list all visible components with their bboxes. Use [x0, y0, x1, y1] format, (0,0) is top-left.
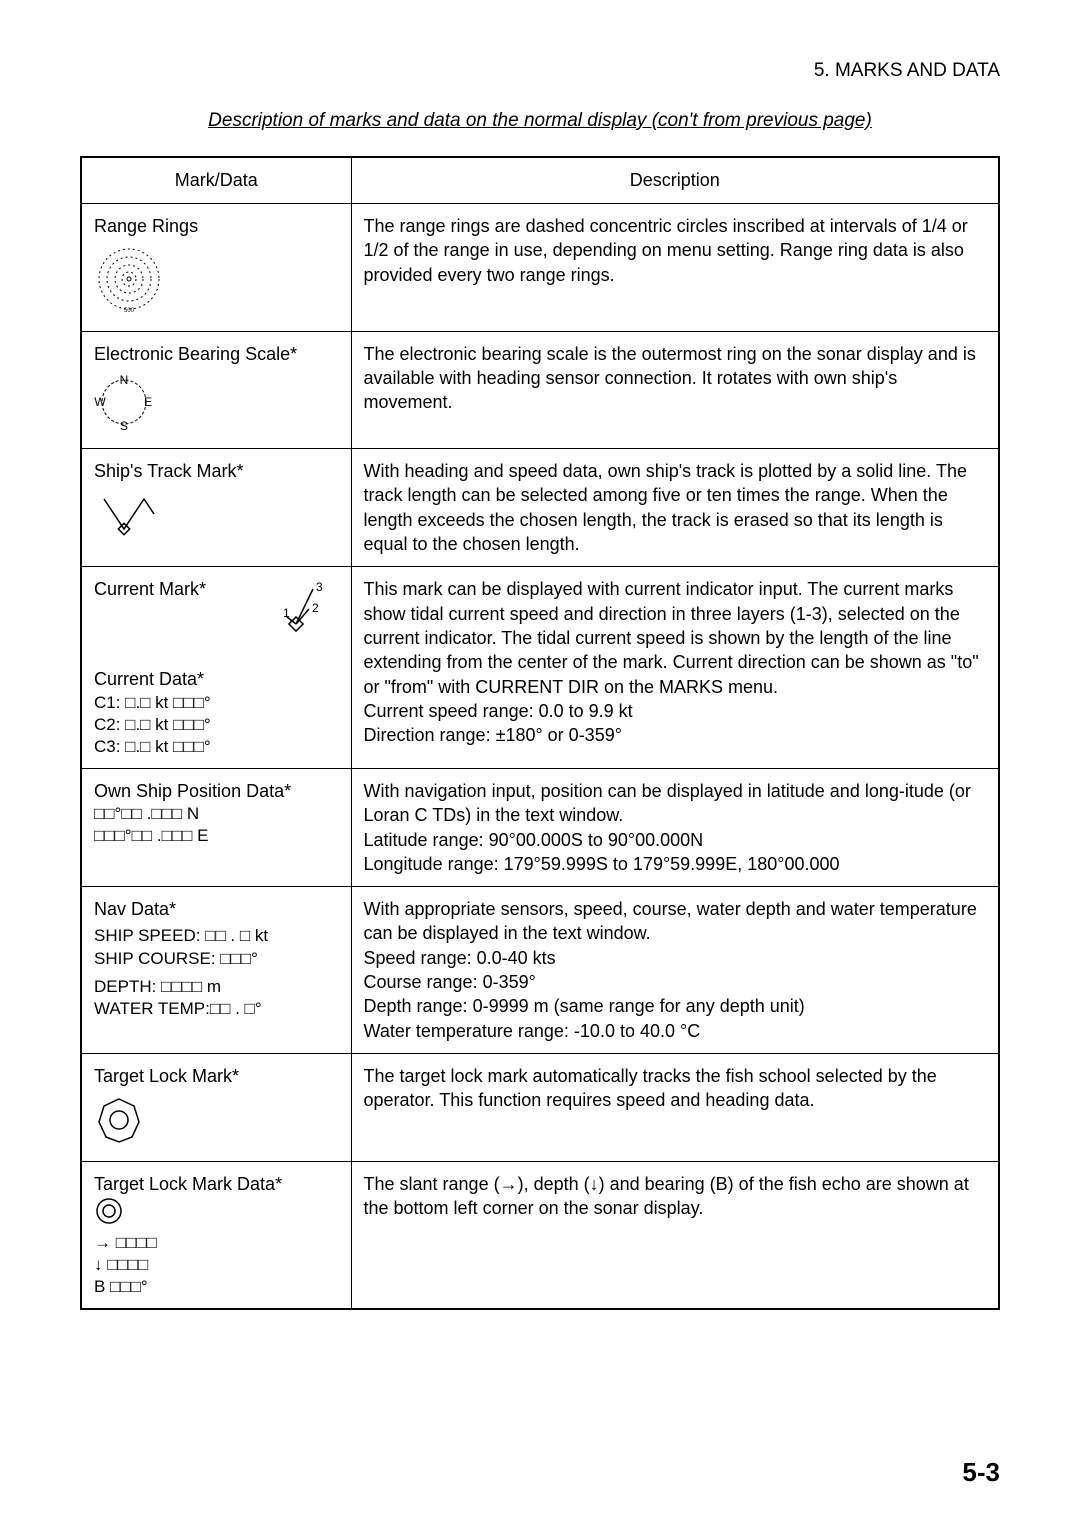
- compass-s: S: [120, 419, 128, 432]
- target-lock-data-icon: [94, 1196, 339, 1232]
- table-row: Target Lock Mark Data* → □□□□ ↓ □□□□ B □…: [81, 1161, 999, 1309]
- th-desc: Description: [351, 157, 999, 204]
- data-line: C1: □.□ kt □□□°: [94, 692, 339, 714]
- svg-text:3: 3: [316, 580, 323, 594]
- mark-title: Current Data*: [94, 667, 339, 691]
- mark-title: Target Lock Mark Data*: [94, 1172, 339, 1196]
- desc-cell: The target lock mark automatically track…: [351, 1053, 999, 1161]
- table-row: Range Rings 500 The range rings are dash…: [81, 204, 999, 332]
- table-row: 1 2 3 Current Mark* Current Data* C1: □.…: [81, 567, 999, 769]
- mark-title: Ship's Track Mark*: [94, 459, 339, 483]
- section-header: 5. MARKS AND DATA: [80, 60, 1000, 82]
- compass-e: E: [144, 395, 152, 409]
- compass-n: N: [120, 373, 129, 387]
- data-line: B □□□°: [94, 1276, 339, 1298]
- svg-text:2: 2: [312, 601, 319, 615]
- desc-cell: The electronic bearing scale is the oute…: [351, 331, 999, 449]
- desc-cell: The slant range (→), depth (↓) and beari…: [351, 1161, 999, 1309]
- desc-cell: With appropriate sensors, speed, course,…: [351, 887, 999, 1054]
- data-line: SHIP SPEED: □□ . □ kt: [94, 925, 339, 947]
- table-row: Nav Data* SHIP SPEED: □□ . □ kt SHIP COU…: [81, 887, 999, 1054]
- marks-table: Mark/Data Description Range Rings 500: [80, 156, 1000, 1310]
- th-mark: Mark/Data: [81, 157, 351, 204]
- desc-cell: With heading and speed data, own ship's …: [351, 449, 999, 567]
- data-line: DEPTH: □□□□ m: [94, 976, 339, 998]
- track-mark-icon: [94, 489, 339, 545]
- range-rings-icon: 500: [94, 244, 339, 320]
- desc-cell: This mark can be displayed with current …: [351, 567, 999, 769]
- table-row: Own Ship Position Data* □□°□□ .□□□ N □□□…: [81, 768, 999, 886]
- current-mark-icon: 1 2 3: [269, 577, 339, 647]
- data-line: WATER TEMP:□□ . □°: [94, 998, 339, 1020]
- page-number: 5-3: [962, 1457, 1000, 1488]
- mark-title: Target Lock Mark*: [94, 1064, 339, 1088]
- data-line: SHIP COURSE: □□□°: [94, 948, 339, 970]
- data-line: C3: □.□ kt □□□°: [94, 736, 339, 758]
- data-line: ↓ □□□□: [94, 1254, 339, 1276]
- desc-cell: With navigation input, position can be d…: [351, 768, 999, 886]
- compass-w: W: [94, 395, 106, 409]
- mark-title: Nav Data*: [94, 897, 339, 921]
- mark-title: Range Rings: [94, 214, 339, 238]
- mark-title: Electronic Bearing Scale*: [94, 342, 339, 366]
- mark-title: Own Ship Position Data*: [94, 779, 339, 803]
- data-line: □□□°□□ .□□□ E: [94, 825, 339, 847]
- table-row: Target Lock Mark* The target lock mark a…: [81, 1053, 999, 1161]
- desc-cell: The range rings are dashed concentric ci…: [351, 204, 999, 332]
- page-subtitle: Description of marks and data on the nor…: [80, 110, 1000, 132]
- svg-text:500: 500: [124, 308, 135, 314]
- svg-text:1: 1: [283, 606, 290, 620]
- data-line: □□°□□ .□□□ N: [94, 803, 339, 825]
- target-lock-icon: [94, 1094, 339, 1150]
- table-row: Ship's Track Mark* With heading and spee…: [81, 449, 999, 567]
- compass-icon: N S W E: [94, 372, 339, 438]
- data-line: → □□□□: [94, 1232, 339, 1254]
- table-row: Electronic Bearing Scale* N S W E The el…: [81, 331, 999, 449]
- data-line: C2: □.□ kt □□□°: [94, 714, 339, 736]
